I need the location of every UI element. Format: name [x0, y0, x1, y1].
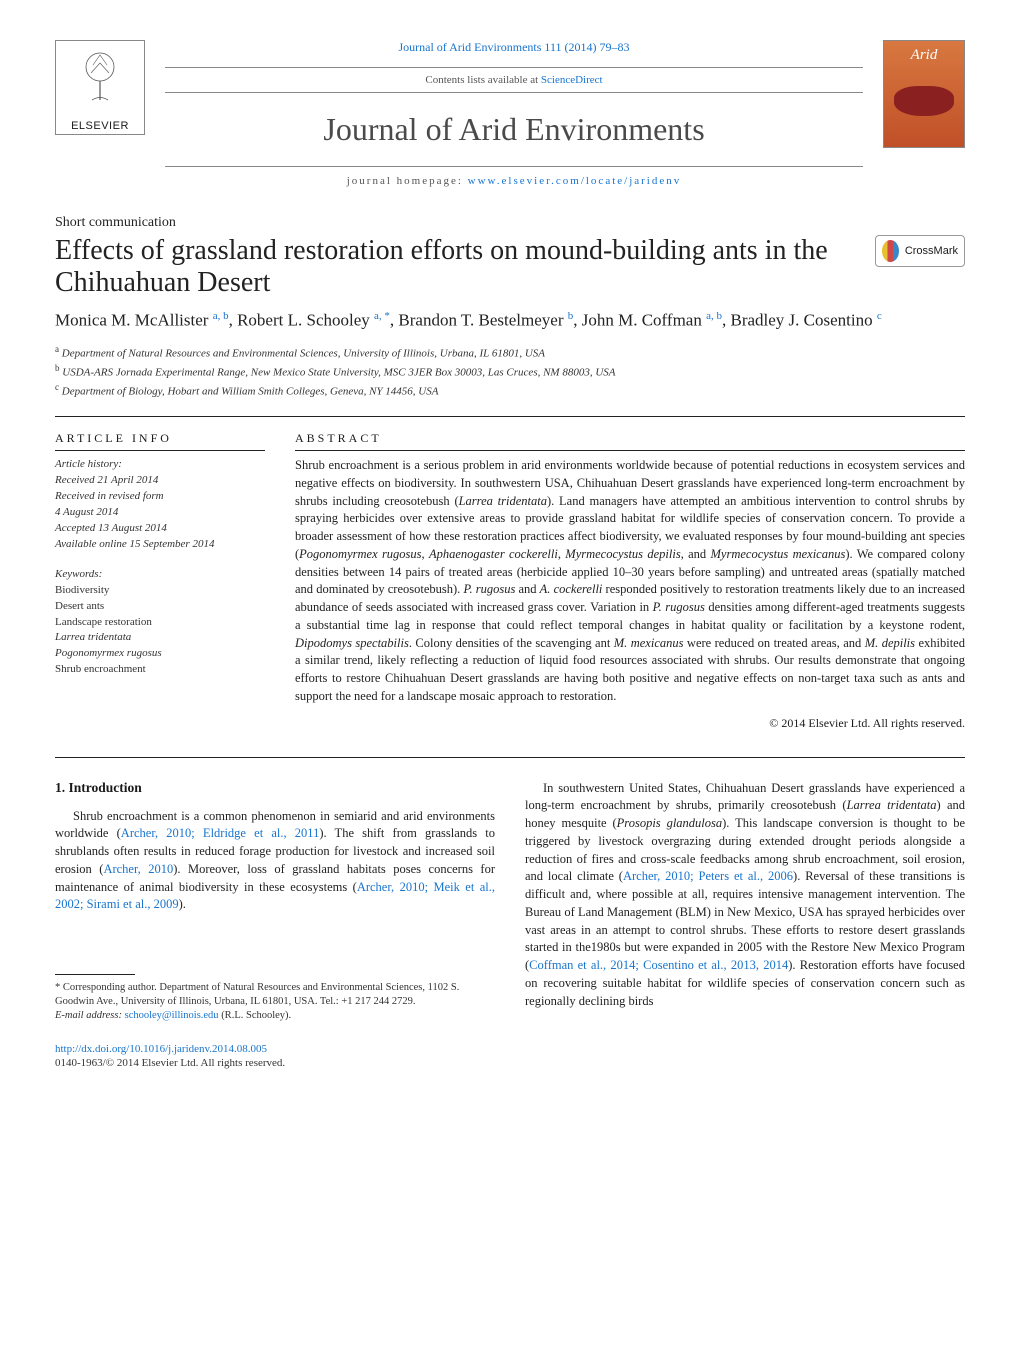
- abstract-text: Shrub encroachment is a serious problem …: [295, 457, 965, 706]
- article-info-col: ARTICLE INFO Article history: Received 2…: [55, 431, 265, 731]
- rule: [55, 416, 965, 417]
- article-info-heading: ARTICLE INFO: [55, 431, 265, 451]
- elsevier-tree-icon: [65, 45, 135, 118]
- contents-line: Contents lists available at ScienceDirec…: [165, 67, 863, 93]
- affiliation-a: a Department of Natural Resources and En…: [55, 343, 965, 362]
- author-name: John M. Coffman: [582, 311, 706, 330]
- affiliation-c: c Department of Biology, Hobart and Will…: [55, 381, 965, 400]
- author-name: Robert L. Schooley: [237, 311, 374, 330]
- header-bar: ELSEVIER Journal of Arid Environments 11…: [55, 40, 965, 187]
- journal-ref[interactable]: Journal of Arid Environments 111 (2014) …: [165, 40, 863, 55]
- abstract-copyright: © 2014 Elsevier Ltd. All rights reserved…: [295, 716, 965, 731]
- author-name: Brandon T. Bestelmeyer: [398, 311, 567, 330]
- affiliations: a Department of Natural Resources and En…: [55, 343, 965, 400]
- author-name: Monica M. McAllister: [55, 311, 213, 330]
- history-line: Received in revised form: [55, 489, 265, 505]
- contents-pre: Contents lists available at: [425, 74, 540, 86]
- doi-link[interactable]: http://dx.doi.org/10.1016/j.jaridenv.201…: [55, 1043, 267, 1055]
- corresponding-author: * Corresponding author. Department of Na…: [55, 981, 495, 1009]
- section-heading: 1. Introduction: [55, 780, 495, 796]
- citation-link[interactable]: Coffman et al., 2014; Cosentino et al., …: [529, 958, 788, 972]
- meta-abstract: ARTICLE INFO Article history: Received 2…: [55, 431, 965, 731]
- history-line: Accepted 13 August 2014: [55, 521, 265, 537]
- footer-copyright: 0140-1963/© 2014 Elsevier Ltd. All right…: [55, 1057, 285, 1069]
- keywords-label: Keywords:: [55, 567, 265, 583]
- author-aff[interactable]: a, b: [213, 310, 229, 322]
- cover-map-icon: [894, 86, 954, 116]
- journal-name: Journal of Arid Environments: [165, 111, 863, 148]
- elsevier-text: ELSEVIER: [71, 120, 129, 132]
- author-sep: ,: [573, 311, 582, 330]
- divider: [55, 757, 965, 758]
- homepage-line: journal homepage: www.elsevier.com/locat…: [165, 166, 863, 187]
- history-label: Article history:: [55, 457, 265, 473]
- paragraph: In southwestern United States, Chihuahua…: [525, 780, 965, 1011]
- author-name: Bradley J. Cosentino: [730, 311, 876, 330]
- abstract-col: ABSTRACT Shrub encroachment is a serious…: [295, 431, 965, 731]
- left-column: 1. Introduction Shrub encroachment is a …: [55, 780, 495, 1024]
- journal-cover: Arid: [883, 40, 965, 148]
- email-line: E-mail address: schooley@illinois.edu (R…: [55, 1009, 495, 1023]
- keyword: Larrea tridentata: [55, 630, 265, 646]
- homepage-pre: journal homepage:: [347, 175, 468, 187]
- footer: http://dx.doi.org/10.1016/j.jaridenv.201…: [55, 1042, 965, 1072]
- cover-title: Arid: [911, 47, 938, 64]
- article-history: Article history: Received 21 April 2014 …: [55, 457, 265, 553]
- author-aff[interactable]: c: [877, 310, 882, 322]
- crossmark-badge[interactable]: CrossMark: [875, 235, 965, 267]
- history-line: 4 August 2014: [55, 505, 265, 521]
- keyword: Desert ants: [55, 599, 265, 615]
- homepage-link[interactable]: www.elsevier.com/locate/jaridenv: [468, 175, 682, 187]
- author-aff[interactable]: a, b: [706, 310, 722, 322]
- affiliation-b: b USDA-ARS Jornada Experimental Range, N…: [55, 362, 965, 381]
- author-sep: ,: [229, 311, 238, 330]
- crossmark-icon: [882, 240, 899, 262]
- crossmark-label: CrossMark: [905, 245, 958, 257]
- title-row: Effects of grassland restoration efforts…: [55, 235, 965, 299]
- keyword: Biodiversity: [55, 583, 265, 599]
- body-text: In southwestern United States, Chihuahua…: [525, 780, 965, 1011]
- body-text: Shrub encroachment is a common phenomeno…: [55, 808, 495, 915]
- sciencedirect-link[interactable]: ScienceDirect: [541, 74, 603, 86]
- keyword: Landscape restoration: [55, 615, 265, 631]
- history-line: Received 21 April 2014: [55, 473, 265, 489]
- keyword: Pogonomyrmex rugosus: [55, 646, 265, 662]
- citation-link[interactable]: Archer, 2010; Peters et al., 2006: [623, 869, 793, 883]
- author-aff[interactable]: a, *: [374, 310, 390, 322]
- paragraph: Shrub encroachment is a common phenomeno…: [55, 808, 495, 915]
- footnote-separator: [55, 974, 135, 975]
- keywords-block: Keywords: Biodiversity Desert ants Lands…: [55, 567, 265, 679]
- history-line: Available online 15 September 2014: [55, 537, 265, 553]
- body-columns: 1. Introduction Shrub encroachment is a …: [55, 780, 965, 1024]
- section-label: Short communication: [55, 215, 965, 231]
- footnotes: * Corresponding author. Department of Na…: [55, 981, 495, 1024]
- citation-link[interactable]: Archer, 2010: [103, 862, 173, 876]
- abstract-heading: ABSTRACT: [295, 431, 965, 451]
- citation-link[interactable]: Archer, 2010; Eldridge et al., 2011: [121, 826, 320, 840]
- email-link[interactable]: schooley@illinois.edu: [125, 1010, 219, 1021]
- center-header: Journal of Arid Environments 111 (2014) …: [145, 40, 883, 187]
- authors: Monica M. McAllister a, b, Robert L. Sch…: [55, 309, 965, 333]
- article-title: Effects of grassland restoration efforts…: [55, 235, 875, 299]
- keyword: Shrub encroachment: [55, 662, 265, 678]
- elsevier-logo: ELSEVIER: [55, 40, 145, 135]
- right-column: In southwestern United States, Chihuahua…: [525, 780, 965, 1024]
